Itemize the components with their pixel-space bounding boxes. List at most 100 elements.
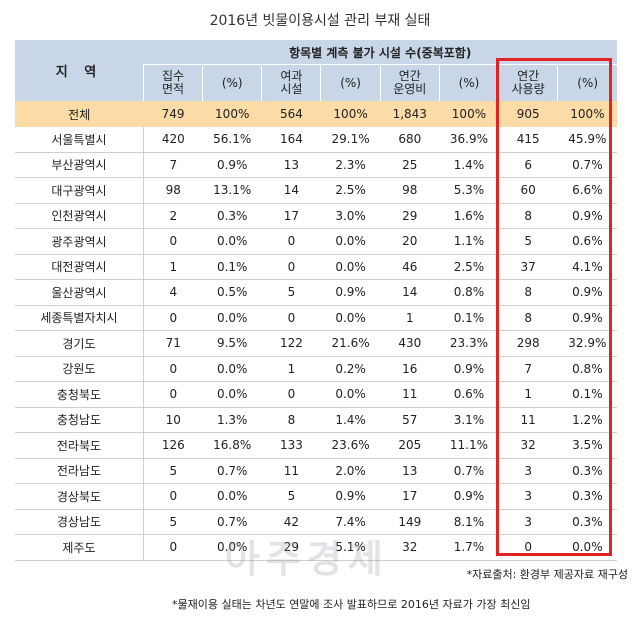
table-cell: 23.3%	[439, 330, 499, 357]
table-cell: 3.1%	[439, 407, 499, 433]
table-cell: 5	[261, 483, 321, 510]
table-cell: 205	[380, 432, 440, 459]
total-cell: 1,843	[380, 101, 440, 127]
region-name: 인천광역시	[15, 203, 144, 229]
table-cell: 3.0%	[320, 203, 381, 229]
region-name: 대전광역시	[15, 254, 144, 280]
table-row: 경상남도 5 0.7% 42 7.4% 149 8.1% 3 0.3%	[15, 509, 617, 535]
table-cell: 11	[380, 381, 440, 408]
table-cell: 5	[498, 228, 558, 255]
table-cell: 0.5%	[202, 279, 262, 306]
table-row: 충청남도 10 1.3% 8 1.4% 57 3.1% 11 1.2%	[15, 407, 617, 433]
table-cell: 8	[498, 279, 558, 306]
table-cell: 29.1%	[320, 127, 381, 153]
table-cell: 29	[261, 534, 321, 561]
table-cell: 29	[380, 203, 440, 229]
table-cell: 7	[498, 356, 558, 382]
region-name: 세종특별자치시	[15, 305, 144, 331]
region-name: 대구광역시	[15, 177, 144, 204]
table-cell: 0.6%	[439, 381, 499, 408]
survey-note: *물재이용 실태는 차년도 연말에 조사 발표하므로 2016년 자료가 가장 …	[172, 598, 531, 611]
table-cell: 164	[261, 127, 321, 153]
table-cell: 0.9%	[557, 305, 617, 331]
table-cell: 1	[498, 381, 558, 408]
table-cell: 0.2%	[320, 356, 381, 382]
table-cell: 0.9%	[439, 483, 499, 510]
header-col-2: 여과 시설	[261, 64, 321, 101]
table-row: 부산광역시 7 0.9% 13 2.3% 25 1.4% 6 0.7%	[15, 152, 617, 178]
header-col-5: (%)	[438, 64, 499, 101]
table-cell: 42	[261, 509, 321, 535]
region-name: 광주광역시	[15, 228, 144, 255]
table-cell: 0.9%	[320, 483, 381, 510]
table-cell: 0	[143, 356, 203, 382]
table-cell: 3	[498, 509, 558, 535]
table-cell: 0.7%	[202, 509, 262, 535]
table-cell: 0.8%	[557, 356, 617, 382]
table-cell: 0.9%	[439, 356, 499, 382]
table-row: 경기도 71 9.5% 122 21.6% 430 23.3% 298 32.9%	[15, 330, 617, 357]
source-note: *자료출처: 환경부 제공자료 재구성	[466, 568, 628, 581]
table-cell: 1.4%	[439, 152, 499, 178]
header-region: 지 역	[15, 40, 144, 101]
table-row: 광주광역시 0 0.0% 0 0.0% 20 1.1% 5 0.6%	[15, 228, 617, 255]
table-row: 경상북도 0 0.0% 5 0.9% 17 0.9% 3 0.3%	[15, 483, 617, 510]
table-cell: 0	[143, 483, 203, 510]
table-cell: 149	[380, 509, 440, 535]
table-cell: 2.3%	[320, 152, 381, 178]
table-cell: 0.0%	[320, 305, 381, 331]
table-cell: 0.3%	[557, 458, 617, 484]
table-cell: 0	[261, 305, 321, 331]
table-cell: 6	[498, 152, 558, 178]
table-cell: 57	[380, 407, 440, 433]
table-cell: 0.1%	[557, 381, 617, 408]
table-row: 전라북도 126 16.8% 133 23.6% 205 11.1% 32 3.5%	[15, 432, 617, 459]
region-name: 전라북도	[15, 432, 144, 459]
table-cell: 14	[261, 177, 321, 204]
table-row: 대전광역시 1 0.1% 0 0.0% 46 2.5% 37 4.1%	[15, 254, 617, 280]
table-cell: 11	[498, 407, 558, 433]
table-cell: 46	[380, 254, 440, 280]
total-cell: 100%	[320, 101, 381, 127]
table-cell: 13	[261, 152, 321, 178]
header-group: 항목별 계측 불가 시설 수(중복포함)	[143, 40, 617, 65]
total-cell: 564	[261, 101, 321, 127]
table-cell: 0.0%	[320, 254, 381, 280]
table-cell: 25	[380, 152, 440, 178]
table-cell: 4	[143, 279, 203, 306]
table-cell: 0.9%	[320, 279, 381, 306]
table-cell: 0.9%	[557, 279, 617, 306]
table-cell: 0.0%	[202, 483, 262, 510]
table-cell: 11.1%	[439, 432, 499, 459]
table-cell: 0.0%	[320, 381, 381, 408]
table-row: 전라남도 5 0.7% 11 2.0% 13 0.7% 3 0.3%	[15, 458, 617, 484]
table-cell: 36.9%	[439, 127, 499, 153]
table-cell: 415	[498, 127, 558, 153]
total-cell: 100%	[439, 101, 499, 127]
table-cell: 0.9%	[557, 203, 617, 229]
table-cell: 0.0%	[202, 356, 262, 382]
table-cell: 8	[498, 203, 558, 229]
table-cell: 3.5%	[557, 432, 617, 459]
table-cell: 1.4%	[320, 407, 381, 433]
table-cell: 0.0%	[202, 305, 262, 331]
table-cell: 17	[261, 203, 321, 229]
region-name: 서울특별시	[15, 127, 144, 153]
table-cell: 32	[380, 534, 440, 561]
table-cell: 420	[143, 127, 203, 153]
table-row: 충청북도 0 0.0% 0 0.0% 11 0.6% 1 0.1%	[15, 381, 617, 408]
table-cell: 56.1%	[202, 127, 262, 153]
header-col-3: (%)	[320, 64, 381, 101]
table-cell: 0.6%	[557, 228, 617, 255]
table-cell: 13.1%	[202, 177, 262, 204]
table-cell: 0	[143, 305, 203, 331]
table-cell: 32	[498, 432, 558, 459]
table-cell: 0.0%	[202, 534, 262, 561]
table-cell: 1.7%	[439, 534, 499, 561]
header-col-1: (%)	[202, 64, 262, 101]
table-cell: 0.7%	[202, 458, 262, 484]
table-cell: 1.1%	[439, 228, 499, 255]
table-cell: 8	[498, 305, 558, 331]
header-col-0: 집수 면적	[142, 64, 203, 101]
table-cell: 4.1%	[557, 254, 617, 280]
